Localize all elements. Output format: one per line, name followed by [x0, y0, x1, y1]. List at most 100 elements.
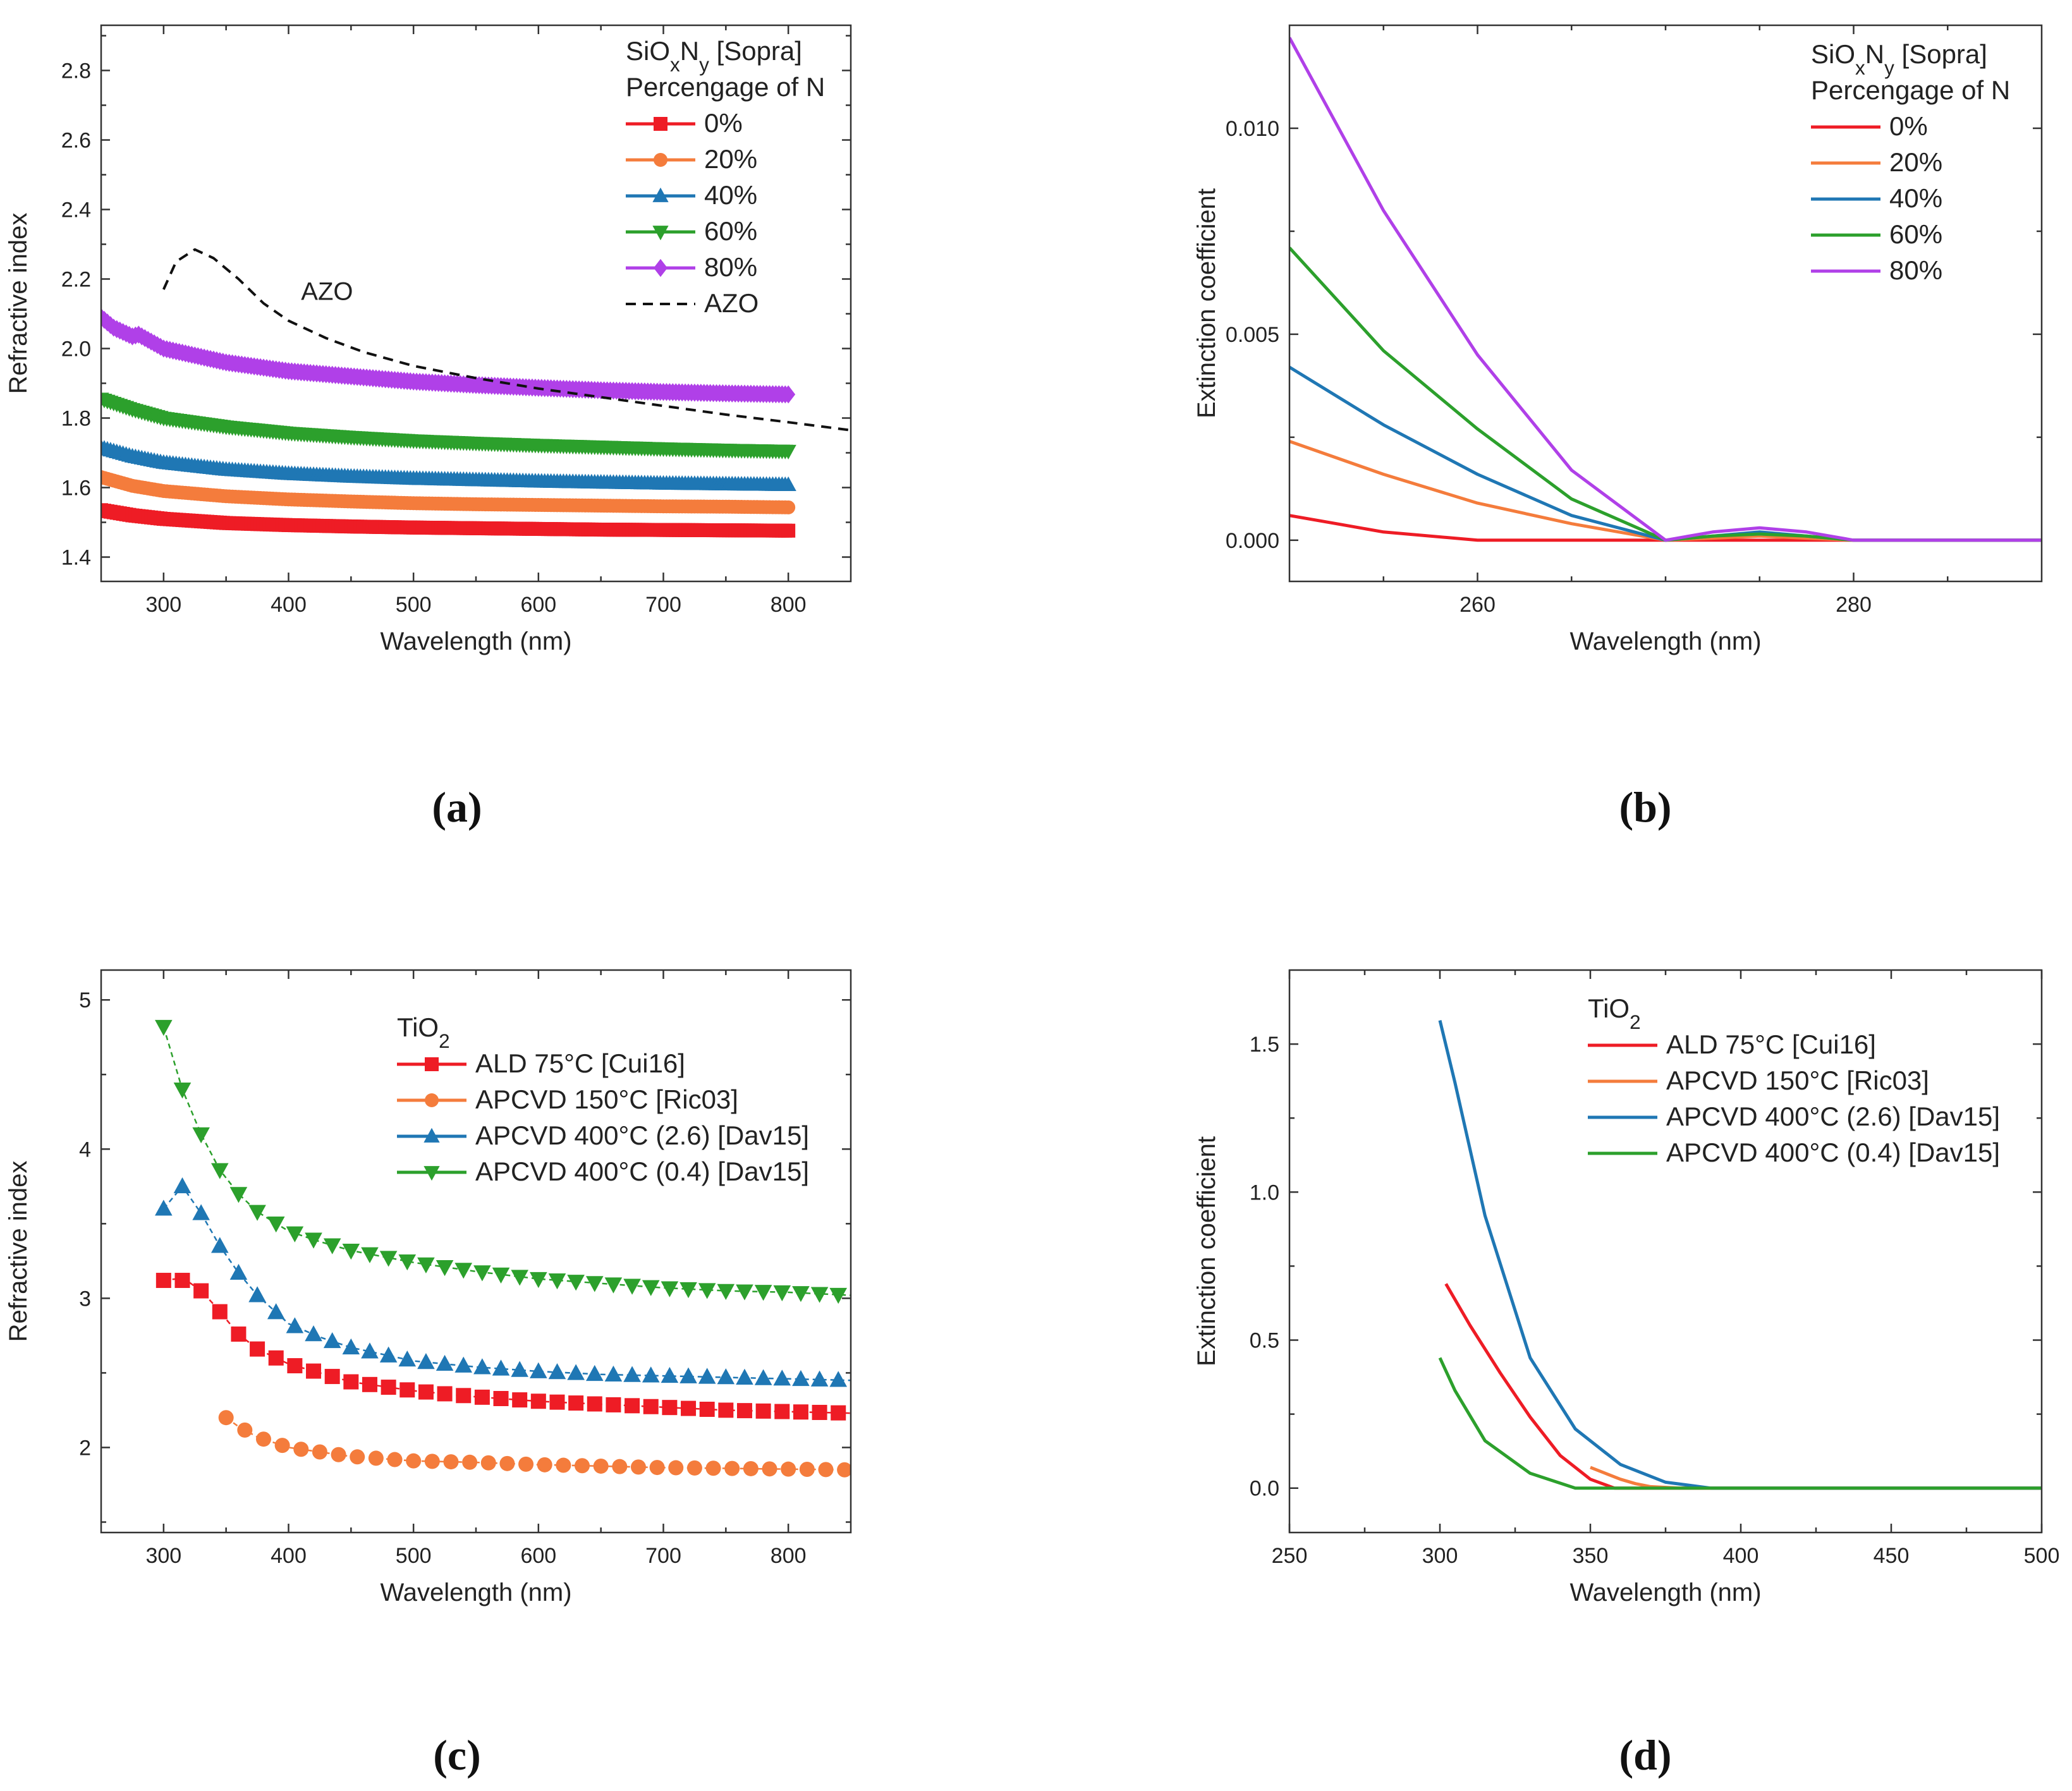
- marker: [361, 1342, 379, 1359]
- marker: [537, 1457, 552, 1472]
- marker: [323, 1238, 341, 1254]
- marker: [717, 1368, 735, 1385]
- legend: TiO2 ALD 75°C [Cui16] APCVD 150°C [Ric03] A…: [1588, 993, 2000, 1167]
- marker: [229, 1187, 248, 1203]
- x-tick-label: 400: [271, 1544, 307, 1568]
- marker: [781, 523, 796, 538]
- marker: [736, 1368, 753, 1385]
- marker: [155, 1019, 173, 1036]
- series-apcvd-400-c-2-6-dav15: [1438, 1020, 2042, 1490]
- series-20: [101, 470, 796, 514]
- marker: [643, 1399, 659, 1414]
- y-tick-label: 0.005: [1226, 323, 1279, 347]
- plot-frame: [1288, 24, 2043, 583]
- series-0: [101, 503, 796, 538]
- marker: [686, 1460, 702, 1476]
- marker: [425, 1057, 439, 1071]
- legend-item-apcvd-400-c-2-6-dav15: APCVD 400°C (2.6) [Dav15]: [397, 1120, 809, 1150]
- legend-item-60: 60%: [1811, 219, 1942, 249]
- panel-a: 300 400 500 600 700 800 1.4 1.6 1.8 2.0 2.2 2.4 2.6 2…: [4, 24, 852, 831]
- marker: [323, 1332, 341, 1349]
- marker: [556, 1457, 571, 1473]
- marker: [585, 1276, 604, 1292]
- marker: [499, 1455, 515, 1471]
- marker: [654, 153, 667, 167]
- marker: [454, 1263, 473, 1279]
- marker: [229, 1263, 248, 1280]
- marker: [398, 1350, 417, 1367]
- legend-label: AZO: [704, 288, 759, 318]
- x-tick-label: 500: [396, 1544, 432, 1568]
- y-tick-label: 2.0: [61, 337, 91, 361]
- y-tick-label: 2.4: [61, 198, 91, 222]
- legend-label: 20%: [1889, 147, 1942, 177]
- marker: [231, 1327, 247, 1342]
- marker: [511, 1361, 528, 1377]
- marker: [810, 1370, 829, 1387]
- legend-item-40: 40%: [1811, 183, 1942, 213]
- marker: [417, 1257, 435, 1273]
- marker: [837, 1462, 851, 1478]
- marker: [293, 1442, 309, 1457]
- marker: [781, 1461, 796, 1477]
- marker: [267, 1217, 285, 1233]
- legend-label: APCVD 150°C [Ric03]: [475, 1084, 738, 1114]
- marker: [331, 1447, 346, 1462]
- y-tick-label: 2.6: [61, 129, 91, 153]
- panel-letter: (a): [432, 783, 482, 831]
- legend-label: 0%: [704, 108, 743, 138]
- plot-area: [101, 248, 851, 538]
- legend-label: 0%: [1889, 111, 1928, 141]
- series-ald-75-c-cui16: [155, 1273, 851, 1421]
- y-tick-label: 1.6: [61, 477, 91, 501]
- marker: [792, 1369, 810, 1387]
- marker: [743, 1460, 759, 1476]
- marker: [192, 1204, 210, 1220]
- marker: [530, 1272, 547, 1289]
- panel-letter: (c): [433, 1731, 480, 1779]
- x-axis-title: Wavelength (nm): [380, 1579, 571, 1606]
- marker: [792, 1286, 810, 1302]
- legend-item-apcvd-400-c-0-4-dav15: APCVD 400°C (0.4) [Dav15]: [397, 1157, 809, 1186]
- marker: [492, 1359, 510, 1376]
- marker: [343, 1374, 359, 1390]
- marker: [567, 1364, 585, 1380]
- marker: [379, 1346, 398, 1363]
- legend-title: SiOxNy [Sopra]: [626, 36, 802, 76]
- series-apcvd-400-c-0-4-dav15: [1438, 1357, 2042, 1490]
- legend-subtitle: Percengage of N: [1811, 75, 2010, 105]
- marker: [387, 1452, 403, 1467]
- marker: [780, 476, 796, 491]
- legend-label: APCVD 400°C (2.6) [Dav15]: [475, 1120, 809, 1150]
- legend: SiOxNy [Sopra]Percengage of N 0% 20% 40% 60%…: [1811, 39, 2010, 285]
- marker: [424, 1127, 440, 1143]
- legend-label: 60%: [704, 216, 757, 246]
- x-tick-label: 600: [520, 1544, 556, 1568]
- panel-letter: (d): [1619, 1731, 1671, 1779]
- marker: [679, 1282, 697, 1299]
- marker: [630, 1459, 646, 1475]
- marker: [424, 1166, 440, 1181]
- y-tick-label: 1.5: [1250, 1033, 1279, 1057]
- legend-item-0: 0%: [1811, 111, 1928, 141]
- annotation-label: AZO: [301, 278, 353, 306]
- marker: [342, 1338, 360, 1355]
- marker: [437, 1386, 453, 1402]
- legend-label: APCVD 400°C (0.4) [Dav15]: [475, 1157, 809, 1186]
- marker: [736, 1403, 752, 1419]
- x-tick-label: 450: [1874, 1544, 1910, 1568]
- series-80: [101, 308, 796, 404]
- plot-area: [155, 1019, 851, 1478]
- marker: [662, 1400, 678, 1416]
- legend-label: 80%: [1889, 255, 1942, 285]
- marker: [774, 1404, 790, 1419]
- marker: [829, 1287, 848, 1304]
- legend-subtitle: Percengage of N: [626, 72, 825, 102]
- marker: [418, 1384, 434, 1400]
- marker: [399, 1382, 415, 1398]
- marker: [705, 1460, 721, 1476]
- marker: [512, 1392, 528, 1408]
- marker: [654, 117, 667, 131]
- marker: [773, 1369, 791, 1386]
